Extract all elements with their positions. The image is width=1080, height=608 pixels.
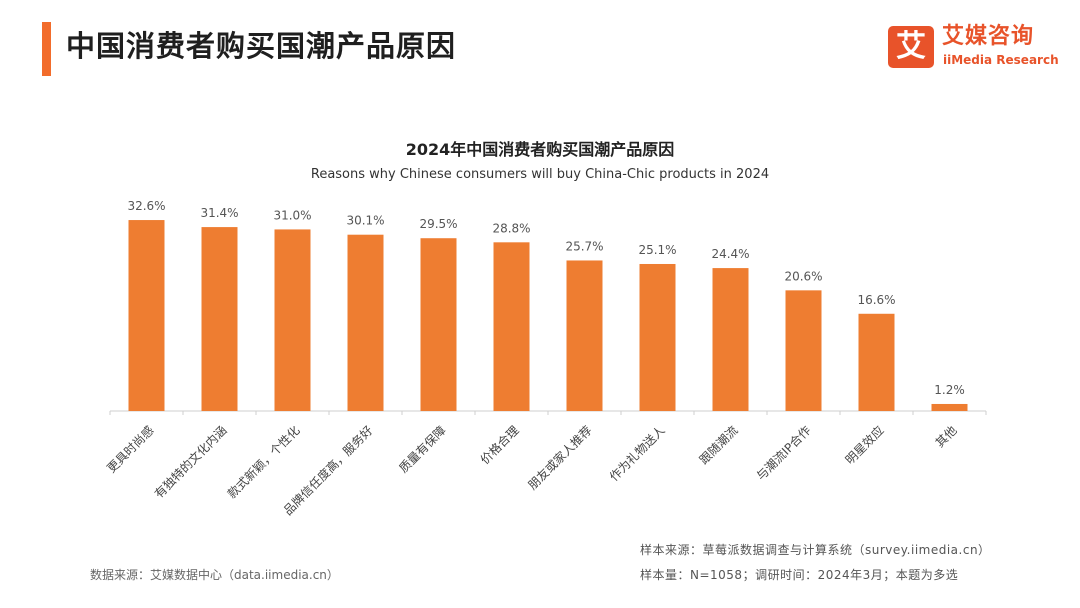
category-label: 朋友或家人推荐 — [525, 423, 595, 493]
bar-value-label: 32.6% — [127, 199, 165, 213]
bar — [566, 260, 603, 411]
bar-value-label: 20.6% — [784, 269, 822, 283]
logo-name-cn: 艾媒咨询 — [942, 24, 1035, 49]
category-label: 更具时尚感 — [104, 423, 157, 476]
category-label: 明星效应 — [842, 423, 887, 468]
sample-source: 样本来源：草莓派数据调查与计算系统（survey.iimedia.cn） — [640, 543, 991, 557]
bar-value-label: 30.1% — [346, 214, 384, 228]
category-label: 质量有保障 — [396, 423, 449, 476]
bar — [785, 290, 822, 411]
bar — [128, 220, 165, 411]
bar-value-label: 31.0% — [273, 208, 311, 222]
category-label: 有独特的文化内涵 — [151, 423, 229, 501]
bar-value-label: 16.6% — [857, 293, 895, 307]
bar-value-label: 25.7% — [565, 239, 603, 253]
logo-name-en: iiMedia Research — [943, 53, 1059, 67]
chart-subtitle: Reasons why Chinese consumers will buy C… — [310, 167, 770, 182]
bar — [493, 242, 530, 411]
bar — [274, 229, 311, 411]
page-title: 中国消费者购买国潮产品原因 — [66, 29, 457, 63]
bar-value-label: 29.5% — [419, 217, 457, 231]
bar-value-label: 28.8% — [492, 221, 530, 235]
bar-value-label: 31.4% — [200, 206, 238, 220]
bar — [639, 263, 676, 411]
bar — [201, 227, 238, 411]
bar-value-label: 1.2% — [934, 383, 965, 397]
bar — [347, 234, 384, 411]
logo-mark-icon: 艾 — [888, 26, 934, 68]
category-label: 价格合理 — [477, 423, 522, 468]
bar — [712, 268, 749, 411]
category-label: 跟随潮流 — [696, 423, 741, 468]
bar-value-label: 25.1% — [638, 243, 676, 257]
category-label: 作为礼物送人 — [606, 423, 668, 485]
bar — [420, 238, 457, 411]
iimedia-logo: 艾 艾媒咨询 iiMedia Research — [888, 22, 1068, 72]
bar — [858, 313, 895, 411]
bar-value-label: 24.4% — [711, 247, 749, 261]
title-accent-bar — [42, 22, 51, 76]
data-source: 数据来源：艾媒数据中心（data.iimedia.cn） — [90, 568, 339, 582]
category-label: 其他 — [933, 423, 960, 450]
sample-info: 样本量：N=1058；调研时间：2024年3月；本题为多选 — [640, 568, 959, 582]
category-label: 与潮流IP合作 — [753, 423, 814, 484]
bar — [931, 403, 968, 411]
category-label: 款式新颖，个性化 — [224, 423, 302, 501]
chart-title: 2024年中国消费者购买国潮产品原因 — [405, 140, 675, 159]
